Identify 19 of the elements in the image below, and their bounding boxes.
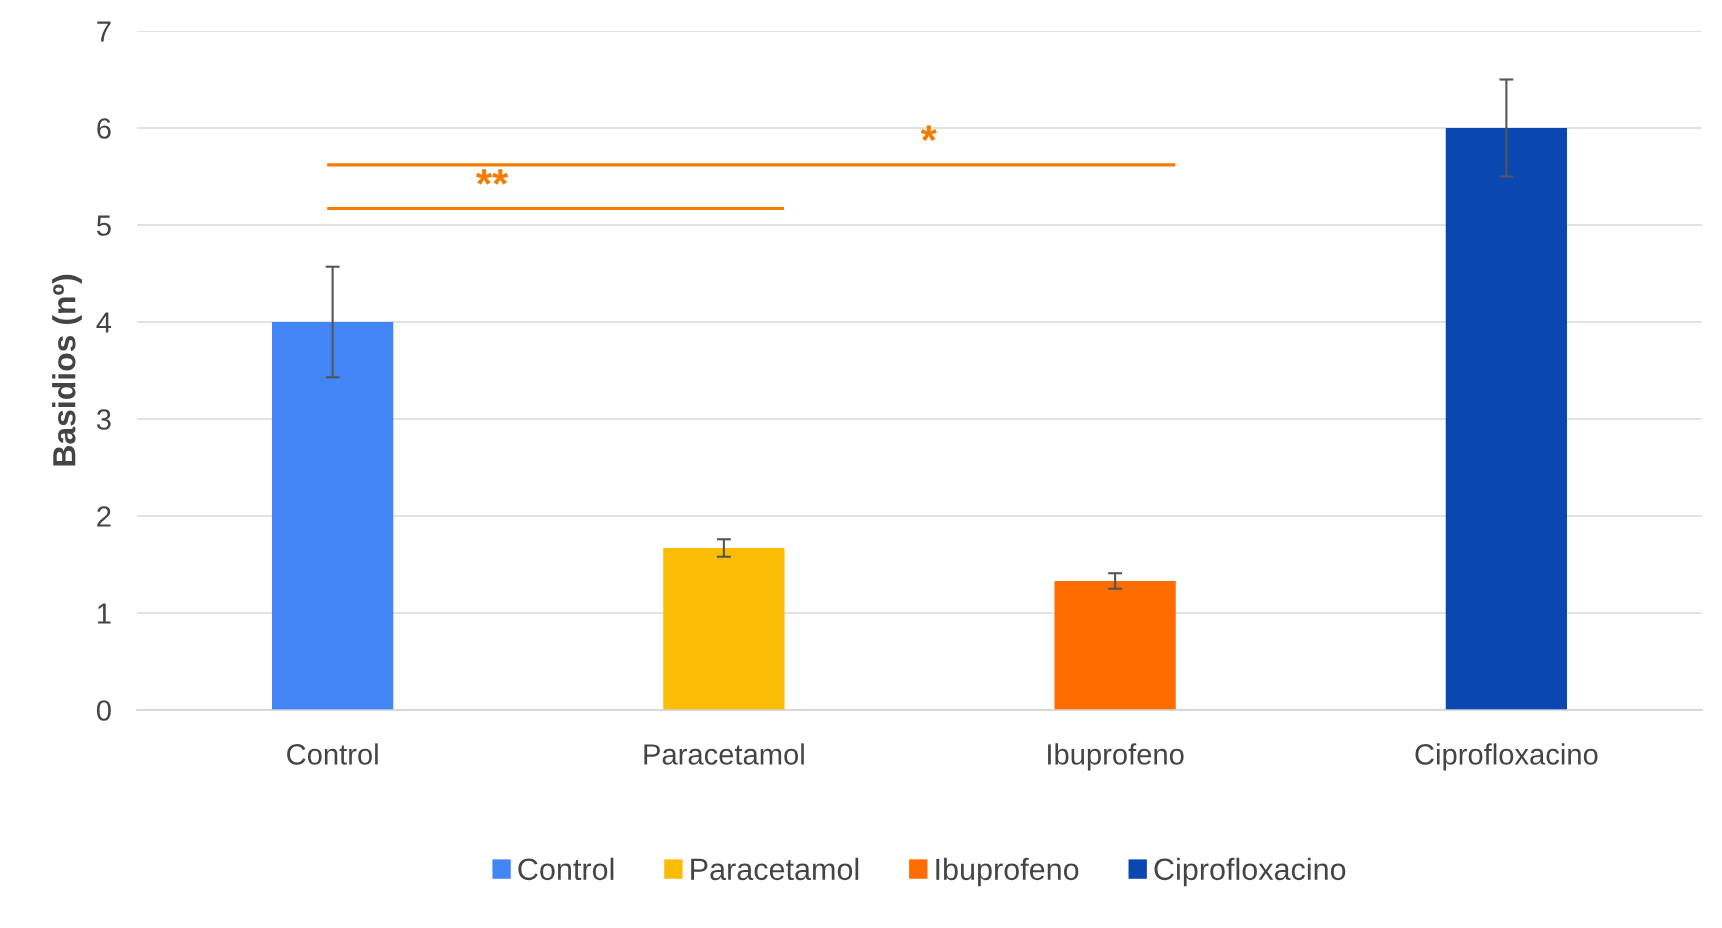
- legend-label: Ibuprofeno: [936, 857, 1079, 887]
- y-axis-title: Basidios (nº): [52, 274, 82, 466]
- annotation: *: [920, 125, 937, 142]
- y-tick-label: 1: [98, 603, 111, 624]
- y-tick-label: 6: [97, 118, 111, 139]
- y-tick-label: 2: [97, 506, 111, 527]
- legend-label: Ciprofloxacino: [1154, 857, 1346, 887]
- x-tick-label: Ibuprofeno: [1048, 743, 1184, 771]
- x-tick-label: Paracetamol: [644, 743, 804, 765]
- annotation: **: [476, 169, 509, 185]
- legend-label: Control: [518, 857, 614, 881]
- legend-label: Paracetamol: [691, 857, 859, 881]
- x-tick-label: Control: [287, 743, 378, 765]
- y-tick-label: 0: [96, 700, 111, 721]
- y-tick-label: 4: [96, 312, 112, 333]
- x-tick-label: Ciprofloxacino: [1415, 743, 1598, 771]
- y-tick-label: 5: [96, 215, 111, 236]
- y-tick-label: 7: [97, 21, 111, 42]
- y-tick-label: 3: [96, 409, 111, 430]
